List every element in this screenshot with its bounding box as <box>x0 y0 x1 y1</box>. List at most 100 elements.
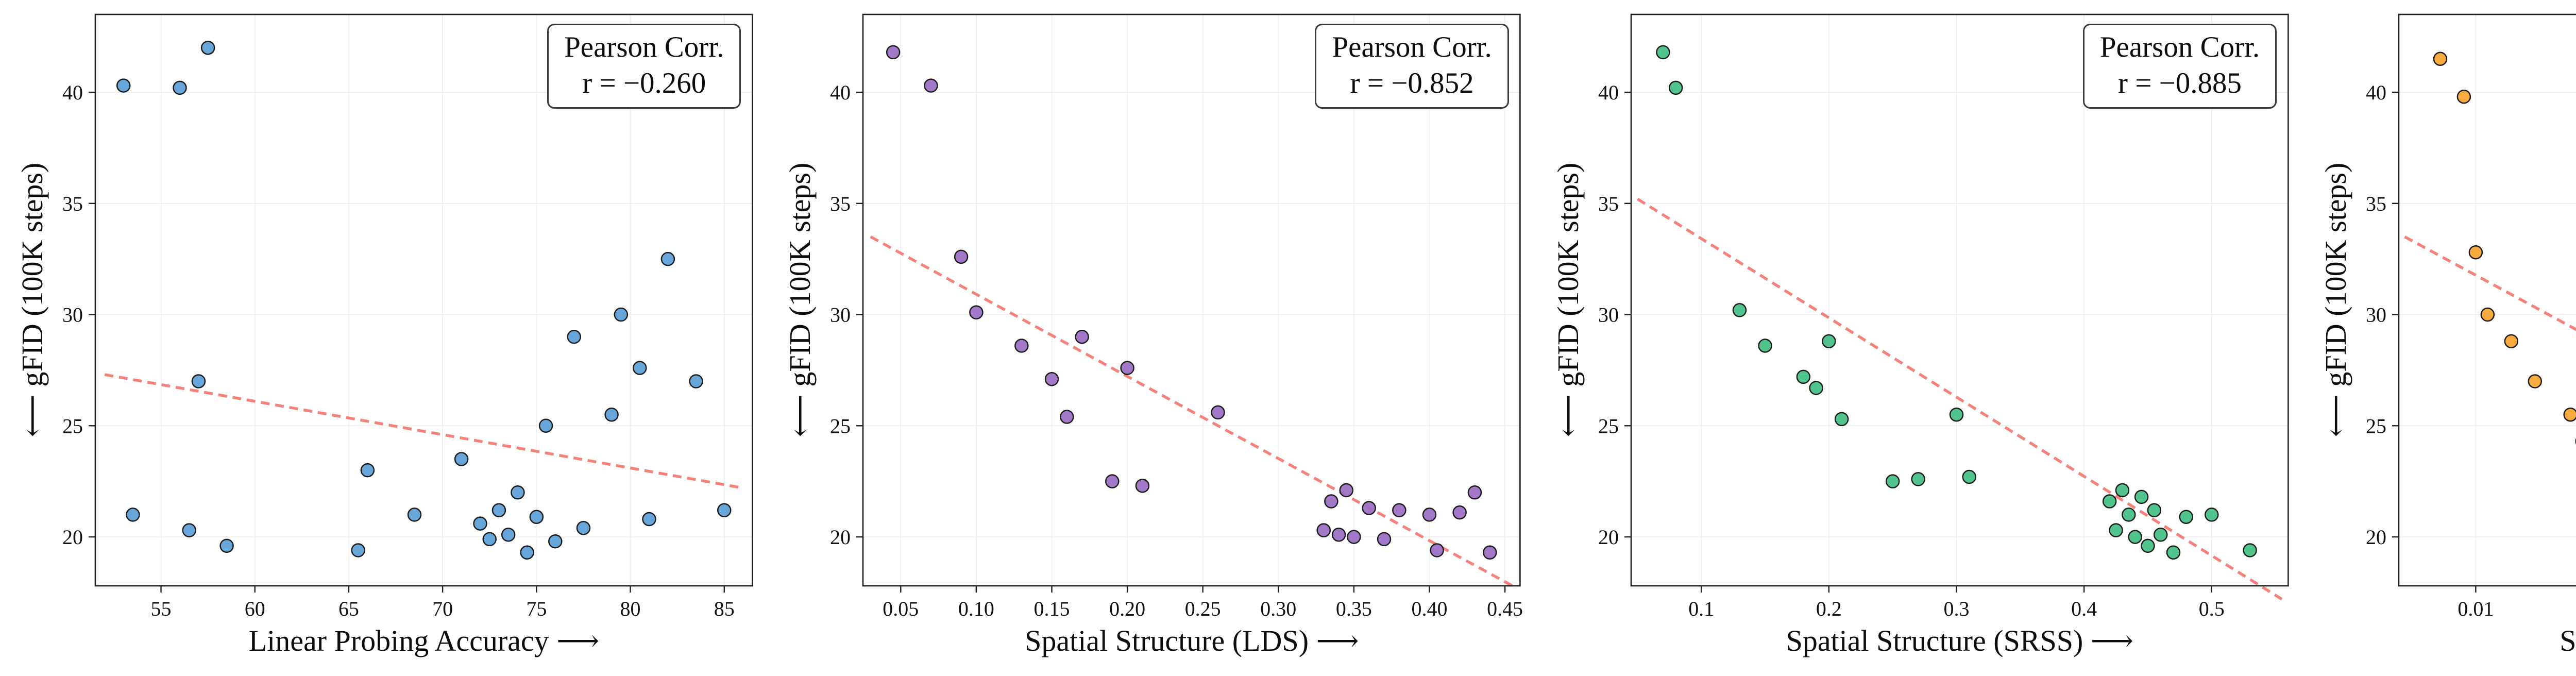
data-point <box>191 374 206 388</box>
data-point <box>1655 45 1670 60</box>
x-tick-label: 0.1 <box>1688 597 1714 620</box>
data-point <box>954 249 969 264</box>
scatter-panel-lds: 0.05 0.10 0.15 0.20 0.25 0.30 0.35 0.40 0.45 20 25… <box>768 0 1535 676</box>
y-tick-label: 30 <box>62 303 83 327</box>
annotation-title: Pearson Corr. <box>1332 31 1492 63</box>
x-axis-label: Spatial Structure (LDS) ⟶ <box>1025 624 1359 657</box>
data-point <box>1809 381 1823 395</box>
data-point <box>2147 503 2161 518</box>
data-point <box>182 523 196 537</box>
data-point <box>529 510 544 524</box>
data-point <box>407 508 422 522</box>
y-axis-label: ⟵ gFID (100K steps) <box>2319 162 2353 437</box>
data-point <box>1483 545 1497 560</box>
x-tick-label: 0.05 <box>883 597 919 620</box>
x-tick-label: 70 <box>432 597 453 620</box>
data-point <box>548 534 563 549</box>
data-point <box>511 485 525 500</box>
data-point <box>520 545 534 560</box>
x-tick-label: 60 <box>245 597 265 620</box>
data-point <box>538 418 553 433</box>
y-axis-label: ⟵ gFID (100K steps) <box>783 162 817 437</box>
x-tick-label: 65 <box>338 597 359 620</box>
y-tick-label: 25 <box>1598 414 1619 437</box>
data-point <box>1316 523 1331 537</box>
y-tick-label: 40 <box>62 81 83 104</box>
x-tick-label: 0.25 <box>1185 597 1221 620</box>
data-point <box>2134 489 2149 504</box>
data-point <box>1796 369 1810 384</box>
data-point <box>1668 80 1683 95</box>
data-point <box>642 512 656 527</box>
plot-border <box>94 13 753 587</box>
data-point <box>2468 245 2483 260</box>
y-tick-label: 20 <box>1598 526 1619 549</box>
data-point <box>1377 532 1392 547</box>
data-point <box>886 45 901 60</box>
y-tick-label: 30 <box>2366 303 2386 327</box>
x-tick-label: 55 <box>151 597 172 620</box>
plot-border <box>2398 13 2576 587</box>
data-point <box>1211 405 1226 420</box>
data-point <box>1105 474 1120 488</box>
x-tick-label: 0.15 <box>1034 597 1070 620</box>
data-point <box>576 521 591 535</box>
y-tick-label: 35 <box>62 192 83 215</box>
x-tick-label: 0.3 <box>1943 597 1969 620</box>
y-tick-label: 30 <box>830 303 851 327</box>
pearson-annotation-box: Pearson Corr. r = −0.852 <box>1315 24 1509 109</box>
data-point <box>1834 412 1849 427</box>
x-tick-label: 0.5 <box>2199 597 2225 620</box>
y-tick-label: 25 <box>62 414 83 437</box>
data-point <box>1949 407 1964 422</box>
x-axis-label: Spatial Structure (SRSS) ⟶ <box>1786 624 2133 657</box>
data-point <box>2480 307 2495 322</box>
y-tick-label: 40 <box>1598 81 1619 104</box>
data-point <box>1392 503 1406 518</box>
data-point <box>2141 538 2155 553</box>
y-tick-label: 25 <box>2366 414 2386 437</box>
data-point <box>454 452 469 466</box>
scatter-plot-svg: 55 60 65 70 75 80 85 20 25 30 35 40 <box>62 13 753 620</box>
data-point <box>924 78 939 93</box>
y-tick-label: 20 <box>830 526 851 549</box>
x-tick-label: 80 <box>620 597 641 620</box>
annotation-title: Pearson Corr. <box>2099 31 2260 63</box>
y-tick-label: 30 <box>1598 303 1619 327</box>
y-tick-label: 20 <box>62 526 83 549</box>
data-point <box>1758 339 1772 353</box>
x-tick-label: 0.35 <box>1336 597 1372 620</box>
x-tick-label: 0.01 <box>2458 597 2494 620</box>
x-tick-label: 0.4 <box>2071 597 2097 620</box>
data-point <box>2563 407 2576 422</box>
data-point <box>2204 508 2219 522</box>
annotation-r-value: r = −0.852 <box>1350 66 1474 99</box>
data-point <box>1347 530 1362 544</box>
y-tick-label: 20 <box>2366 526 2386 549</box>
data-point <box>360 463 375 478</box>
pearson-annotation-box: Pearson Corr. r = −0.885 <box>2082 24 2277 109</box>
data-point <box>1452 505 1467 520</box>
data-point <box>1362 501 1377 515</box>
data-point <box>173 80 187 95</box>
data-point <box>351 543 365 557</box>
data-point <box>1732 303 1747 317</box>
data-point <box>492 503 506 518</box>
data-point <box>1962 469 1976 484</box>
data-point <box>2109 523 2123 537</box>
scatter-plot-svg: 0.1 0.2 0.3 0.4 0.5 20 25 30 35 40 <box>1598 13 2289 620</box>
data-point <box>2179 510 2193 524</box>
data-point <box>1075 329 1090 344</box>
scatter-plot-svg: 0.010.020.030.040.052025303540 <box>2366 13 2576 620</box>
x-tick-label: 0.30 <box>1261 597 1297 620</box>
data-point <box>200 40 215 55</box>
annotation-r-value: r = −0.260 <box>582 66 706 99</box>
data-point <box>614 307 629 322</box>
data-point <box>1430 543 1445 557</box>
x-axis-label: Linear Probing Accuracy ⟶ <box>248 624 600 657</box>
data-point <box>660 251 675 266</box>
x-tick-label: 0.40 <box>1412 597 1448 620</box>
data-point <box>1324 494 1339 509</box>
y-tick-label: 35 <box>1598 192 1619 215</box>
data-point <box>2102 494 2117 509</box>
